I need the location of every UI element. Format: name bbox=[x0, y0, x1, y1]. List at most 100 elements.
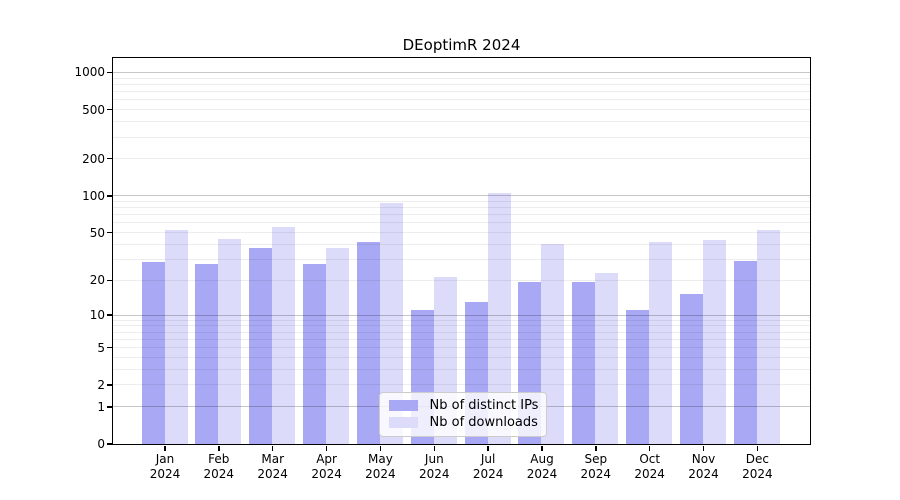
gridline-minor bbox=[112, 384, 810, 386]
x-tick-label: Jun 2024 bbox=[402, 452, 466, 482]
gridline-minor bbox=[112, 232, 810, 233]
gridline-minor bbox=[112, 158, 810, 160]
y-tick-label: 10 bbox=[89, 308, 105, 322]
bar-downloads-feb bbox=[218, 238, 242, 444]
x-tick-label: Nov 2024 bbox=[672, 452, 736, 482]
y-tick-mark bbox=[106, 314, 112, 316]
gridline-minor bbox=[112, 99, 810, 101]
y-tick-mark bbox=[106, 157, 112, 160]
x-tick-label-year: 2024 bbox=[688, 467, 719, 481]
x-tick-label: Aug 2024 bbox=[510, 452, 574, 482]
y-tick-mark bbox=[106, 406, 112, 408]
y-tick-label: 1 bbox=[97, 399, 105, 414]
x-tick-mark bbox=[164, 446, 166, 451]
bar-distinct-ips-may bbox=[356, 242, 380, 444]
x-tick-label-month: Aug bbox=[530, 452, 554, 466]
y-tick-label: 200 bbox=[82, 151, 105, 166]
bar-downloads-may bbox=[379, 202, 403, 444]
gridline-minor bbox=[112, 347, 810, 349]
gridline-minor bbox=[112, 279, 810, 281]
x-tick-mark bbox=[595, 446, 597, 451]
bar-distinct-ips-nov bbox=[680, 294, 703, 444]
x-tick-label: Sep 2024 bbox=[564, 452, 628, 482]
bar-downloads-dec bbox=[756, 229, 780, 444]
gridline-minor bbox=[112, 109, 810, 110]
x-tick-mark bbox=[541, 446, 543, 451]
bar-downloads-nov bbox=[703, 239, 726, 444]
gridline-minor bbox=[112, 200, 810, 202]
legend-label-distinct-ips: Nb of distinct IPs bbox=[429, 398, 539, 414]
x-tick-label-year: 2024 bbox=[742, 467, 773, 481]
bar-downloads-jan bbox=[164, 229, 188, 444]
x-tick-label-year: 2024 bbox=[419, 467, 450, 481]
y-tick-mark bbox=[106, 346, 112, 349]
x-tick-label-year: 2024 bbox=[634, 467, 665, 481]
gridline-minor bbox=[112, 243, 810, 245]
x-tick-label-month: Oct bbox=[639, 452, 661, 466]
gridline-major bbox=[112, 195, 810, 197]
x-tick-label: Oct 2024 bbox=[618, 452, 682, 482]
bar-downloads-mar bbox=[272, 226, 296, 444]
gridline-minor bbox=[112, 338, 810, 340]
x-tick-mark bbox=[756, 446, 759, 451]
x-tick-label-month: Feb bbox=[208, 452, 230, 466]
y-tick-label: 1000 bbox=[74, 65, 105, 80]
gridline-minor bbox=[112, 356, 810, 358]
x-tick-label: Jan 2024 bbox=[133, 452, 197, 482]
bar-downloads-sep bbox=[595, 272, 619, 444]
legend: Nb of distinct IPs Nb of downloads bbox=[378, 391, 547, 437]
x-tick-label-month: Apr bbox=[316, 452, 337, 466]
bar-distinct-ips-jan bbox=[141, 262, 165, 444]
gridline-minor bbox=[112, 136, 810, 138]
bar-downloads-aug bbox=[541, 243, 565, 444]
bar-downloads-jul bbox=[487, 193, 511, 444]
x-tick-label-month: May bbox=[367, 452, 393, 466]
legend-item-downloads: Nb of downloads bbox=[388, 414, 538, 430]
bar-distinct-ips-oct bbox=[626, 309, 650, 444]
x-tick-label-month: Jan bbox=[155, 452, 175, 466]
legend-swatch-downloads bbox=[388, 416, 418, 428]
bar-distinct-ips-mar bbox=[249, 247, 273, 444]
x-tick-label-month: Jul bbox=[480, 452, 496, 466]
gridline-minor bbox=[112, 368, 810, 370]
gridline-minor bbox=[112, 91, 810, 92]
legend-swatch-distinct-ips bbox=[388, 400, 418, 412]
legend-label-downloads: Nb of downloads bbox=[429, 414, 538, 430]
y-tick-label: 100 bbox=[82, 188, 105, 203]
x-tick-label: May 2024 bbox=[348, 452, 412, 482]
bar-distinct-ips-sep bbox=[572, 282, 596, 444]
x-tick-mark bbox=[487, 446, 489, 451]
x-tick-label-year: 2024 bbox=[580, 467, 612, 481]
legend-item-distinct-ips: Nb of distinct IPs bbox=[388, 398, 539, 414]
gridline-minor bbox=[112, 319, 810, 321]
gridline-minor bbox=[112, 331, 810, 333]
gridline-minor bbox=[112, 83, 810, 85]
x-tick-label-month: Dec bbox=[745, 452, 769, 466]
x-tick-label-year: 2024 bbox=[365, 467, 396, 481]
x-tick-label-year: 2024 bbox=[257, 467, 288, 481]
y-tick-label: 0 bbox=[97, 437, 105, 451]
x-tick-mark bbox=[379, 446, 382, 451]
y-tick-label: 50 bbox=[89, 225, 105, 240]
gridline-minor bbox=[112, 77, 810, 79]
gridline-minor bbox=[112, 222, 810, 224]
bar-distinct-ips-dec bbox=[733, 260, 757, 444]
y-tick-mark bbox=[106, 195, 112, 197]
y-tick-label: 5 bbox=[97, 340, 105, 355]
gridline-major bbox=[112, 71, 810, 73]
x-tick-mark bbox=[702, 446, 705, 451]
x-tick-mark bbox=[433, 446, 435, 451]
y-tick-mark bbox=[106, 108, 112, 111]
x-tick-mark bbox=[648, 446, 651, 451]
x-tick-mark bbox=[271, 446, 274, 451]
x-tick-label-year: 2024 bbox=[526, 467, 558, 481]
gridline-minor bbox=[112, 258, 810, 260]
x-tick-label-month: Jun bbox=[424, 452, 444, 466]
y-tick-mark bbox=[106, 231, 112, 234]
x-tick-label-year: 2024 bbox=[149, 467, 181, 481]
y-tick-mark bbox=[106, 71, 112, 74]
x-tick-label: Mar 2024 bbox=[241, 452, 305, 482]
plot-area: Nb of distinct IPs Nb of downloads bbox=[111, 56, 811, 445]
y-tick-mark bbox=[106, 384, 112, 386]
